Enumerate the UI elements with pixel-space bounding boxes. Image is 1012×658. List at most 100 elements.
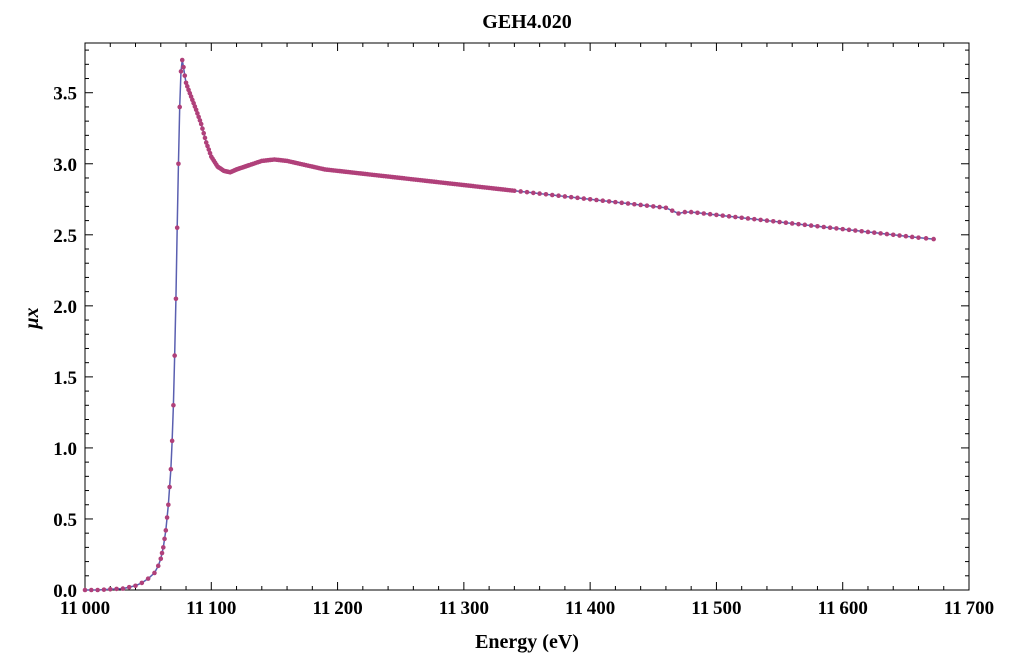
data-point — [676, 211, 681, 216]
y-tick-label: 3.5 — [53, 84, 77, 105]
x-tick-label: 11 000 — [60, 598, 110, 619]
data-point — [733, 214, 738, 220]
data-point — [770, 219, 776, 224]
data-point — [166, 502, 171, 508]
x-tick-label: 11 200 — [312, 598, 362, 619]
data-point — [198, 121, 204, 127]
data-point — [884, 231, 890, 237]
data-point — [657, 204, 662, 210]
y-tick-label: 0.5 — [53, 510, 77, 531]
data-point — [650, 204, 656, 209]
data-point — [524, 189, 530, 195]
data-point — [133, 583, 138, 589]
data-point — [114, 586, 119, 592]
data-point — [903, 233, 909, 239]
data-point — [783, 220, 789, 226]
data-point — [531, 190, 536, 196]
data-point — [201, 130, 207, 136]
y-tick-label: 2.0 — [53, 297, 77, 318]
data-point — [164, 515, 170, 520]
data-point — [834, 226, 839, 231]
data-point — [169, 438, 175, 444]
data-point — [815, 223, 820, 229]
data-point — [518, 189, 523, 194]
data-point — [701, 211, 707, 216]
data-point — [549, 192, 555, 198]
y-tick-label: 3.0 — [53, 155, 77, 176]
data-point — [162, 536, 167, 542]
data-point — [871, 230, 877, 235]
data-point — [745, 216, 751, 221]
data-point — [587, 196, 593, 202]
data-point — [758, 217, 763, 223]
data-point — [682, 209, 688, 215]
data-point — [752, 216, 757, 222]
tick-marks — [84, 43, 970, 591]
y-tick-label: 0.0 — [53, 581, 77, 602]
data-point — [89, 587, 94, 593]
data-point — [802, 222, 808, 228]
data-point — [179, 57, 185, 63]
data-point — [173, 296, 179, 302]
data-series — [82, 57, 936, 593]
data-point — [688, 209, 694, 215]
plot-frame — [84, 42, 970, 591]
data-point — [120, 586, 126, 591]
data-point — [172, 353, 177, 358]
data-point — [777, 219, 782, 225]
data-point — [669, 208, 675, 213]
y-tick-label: 1.5 — [53, 368, 77, 389]
x-axis-label: Energy (eV) — [475, 631, 579, 653]
data-point — [695, 210, 700, 216]
data-point — [625, 201, 631, 206]
data-point — [139, 580, 145, 586]
data-point — [512, 188, 517, 194]
x-tick-label: 11 100 — [186, 598, 236, 619]
data-point — [890, 232, 896, 238]
data-point — [632, 201, 637, 207]
data-point — [827, 225, 833, 230]
data-point — [101, 587, 107, 592]
data-point — [196, 114, 201, 120]
data-point — [197, 118, 203, 123]
data-point — [177, 104, 183, 110]
data-point — [183, 80, 189, 86]
data-point — [82, 587, 88, 593]
y-tick-label: 2.5 — [53, 226, 77, 247]
x-tick-label: 11 700 — [944, 598, 994, 619]
data-point — [840, 226, 846, 232]
x-tick-labels: 11 000 11 100 11 200 11 300 11 400 11 500 11 6… — [60, 598, 994, 619]
data-point — [581, 196, 587, 201]
data-point — [207, 150, 213, 156]
data-point — [537, 191, 542, 196]
data-point — [163, 528, 169, 533]
data-point — [161, 545, 166, 550]
data-point — [167, 484, 172, 490]
data-point — [916, 235, 921, 240]
data-point — [909, 234, 915, 240]
data-point — [193, 107, 199, 113]
x-tick-label: 11 400 — [565, 598, 615, 619]
x-tick-label: 11 600 — [818, 598, 868, 619]
y-axis-label: μx — [21, 307, 43, 329]
data-point — [168, 466, 174, 472]
data-point — [789, 221, 795, 226]
data-point — [707, 211, 713, 217]
data-point — [606, 199, 612, 204]
data-point — [853, 228, 858, 233]
data-point — [200, 126, 205, 131]
data-point — [174, 225, 180, 230]
data-point — [613, 199, 618, 205]
x-tick-label: 11 500 — [691, 598, 741, 619]
data-point — [155, 563, 161, 569]
data-point — [158, 556, 164, 562]
data-point — [897, 233, 902, 238]
data-point — [568, 194, 574, 200]
series-line — [85, 59, 934, 591]
data-point — [644, 203, 650, 208]
data-point — [594, 197, 599, 203]
data-point — [739, 215, 744, 221]
data-point — [206, 147, 212, 152]
data-point — [152, 570, 157, 576]
